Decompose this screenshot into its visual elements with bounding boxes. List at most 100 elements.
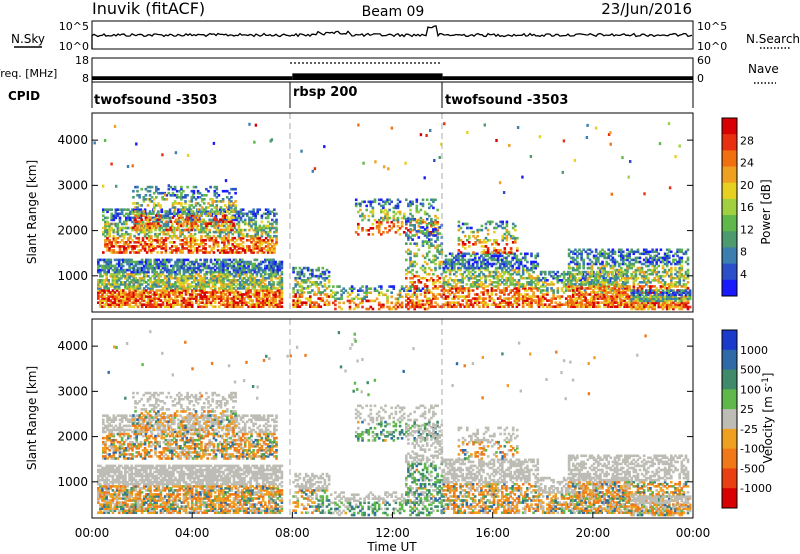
scatter-cell-477 <box>151 274 154 278</box>
scatter-cell-331 <box>134 293 138 296</box>
scatter-cell-2921 <box>215 204 219 207</box>
scatter-cell-3266 <box>380 285 383 288</box>
scatter-cell-311 <box>132 291 136 294</box>
scatter-cell-3121 <box>317 266 320 270</box>
scatter-cell-3582 <box>434 198 437 202</box>
scatter-cell-384 <box>140 293 144 296</box>
scatter-cell-1123 <box>228 297 232 300</box>
scatter-cell-177 <box>115 258 119 262</box>
scatter-cell-742 <box>182 289 186 292</box>
scatter-cell-381 <box>140 299 144 302</box>
scatter-cell-919 <box>203 281 206 284</box>
scatter-cell-3051 <box>302 291 306 294</box>
scatter-cell-3467 <box>392 222 396 226</box>
scatter-cell-458 <box>149 285 152 288</box>
scatter-cell-574 <box>163 305 167 308</box>
scatter-cell-4497 <box>552 283 555 286</box>
scatter-cell-11 <box>97 270 100 274</box>
scatter-cell-3482 <box>396 216 400 220</box>
scatter-cell-3614 <box>444 274 448 278</box>
scatter-cell-1649 <box>110 208 113 211</box>
scatter-cell-906 <box>201 268 204 272</box>
scatter-cell-70 <box>105 303 108 306</box>
scatter-cell-482 <box>153 305 156 308</box>
scatter-cell-476 <box>151 281 154 284</box>
scatter-cell-1049 <box>220 283 223 286</box>
scatter-cell-2689 <box>148 216 152 219</box>
scatter-cell-428 <box>145 260 148 264</box>
scatter-cell-2947 <box>223 220 227 223</box>
date-title: 23/Jun/2016 <box>601 0 692 18</box>
scatter-cell-871 <box>197 266 200 270</box>
scatter-cell-1313 <box>249 272 252 276</box>
scatter-cell-44 <box>101 281 104 284</box>
scatter-cell-1235 <box>241 295 244 298</box>
scatter-cell-322 <box>132 268 136 272</box>
scatter-cell-943 <box>205 264 209 268</box>
scatter-cell-1149 <box>230 279 234 282</box>
scatter-cell-743 <box>182 287 186 290</box>
scatter-cell-323 <box>132 266 136 270</box>
scatter-cell-1208 <box>236 260 240 264</box>
scatter-cell-1195 <box>236 295 240 298</box>
scatter-cell-444 <box>147 266 150 270</box>
scatter-cell-547 <box>159 285 163 288</box>
scatter-cell-131 <box>111 283 115 286</box>
scatter-cell-593 <box>165 305 169 308</box>
scatter-cell-298 <box>130 274 133 278</box>
scatter-cell-3381 <box>361 227 364 230</box>
scatter-cell-835 <box>193 276 196 280</box>
scatter-cell-834 <box>193 279 196 282</box>
scatter-cell-977 <box>211 295 215 298</box>
scatter-cell-77 <box>105 285 108 288</box>
scatter-cell-418 <box>145 291 148 294</box>
scatter-cell-810 <box>190 303 194 306</box>
scatter-cell-2639 <box>136 216 139 219</box>
scatter-cell-1063 <box>222 297 225 300</box>
scatter-cell-661 <box>172 266 175 270</box>
scatter-cell-105 <box>107 260 110 264</box>
scatter-cell-46 <box>101 274 104 278</box>
scatter-cell-3306 <box>400 295 404 299</box>
scatter-cell-771 <box>184 268 188 272</box>
scatter-cell-1304 <box>249 297 252 300</box>
scatter-cell-3587 <box>436 220 439 224</box>
scatter-cell-1141 <box>230 299 234 302</box>
scatter-cell-4318 <box>470 226 473 230</box>
scatter-cell-2492 <box>254 220 257 224</box>
scatter-cell-976 <box>211 297 215 300</box>
scatter-cell-4356 <box>488 239 492 242</box>
scatter-cell-363 <box>138 297 142 300</box>
scatter-cell-60 <box>103 283 106 286</box>
scatter-cell-2946 <box>223 228 227 232</box>
scatter-cell-2815 <box>186 216 189 219</box>
scatter-cell-496 <box>153 272 156 276</box>
scatter-cell-908 <box>201 262 204 266</box>
scatter-cell-996 <box>213 293 217 296</box>
scatter-cell-1267 <box>245 303 248 306</box>
scatter-cell-657 <box>172 283 175 286</box>
scatter-cell-438 <box>147 287 150 290</box>
scatter-cell-989 <box>211 266 215 270</box>
scatter-cell-411 <box>142 266 146 270</box>
scatter-cell-549 <box>159 279 163 282</box>
scatter-cell-23 <box>99 291 102 294</box>
scatter-cell-559 <box>161 295 165 298</box>
scatter-cell-512 <box>155 281 158 284</box>
scatter-cell-126 <box>111 295 115 298</box>
scatter-cell-138 <box>111 264 115 268</box>
scatter-cell-915 <box>203 289 206 292</box>
scatter-cell-2818 <box>186 185 189 189</box>
scatter-cell-257 <box>126 285 129 288</box>
scatter-cell-483 <box>153 303 156 306</box>
scatter-cell-134 <box>111 276 115 280</box>
scatter-cell-973 <box>209 258 213 262</box>
scatter-cell-480 <box>151 266 154 270</box>
scatter-cell-284 <box>128 264 131 268</box>
scatter-cell-3387 <box>363 214 366 218</box>
scatter-cell-726 <box>180 287 184 290</box>
scatter-cell-1128 <box>228 285 232 288</box>
scatter-cell-746 <box>182 281 186 284</box>
scatter-cell-305 <box>132 305 136 308</box>
scatter-cell-372 <box>138 276 142 280</box>
